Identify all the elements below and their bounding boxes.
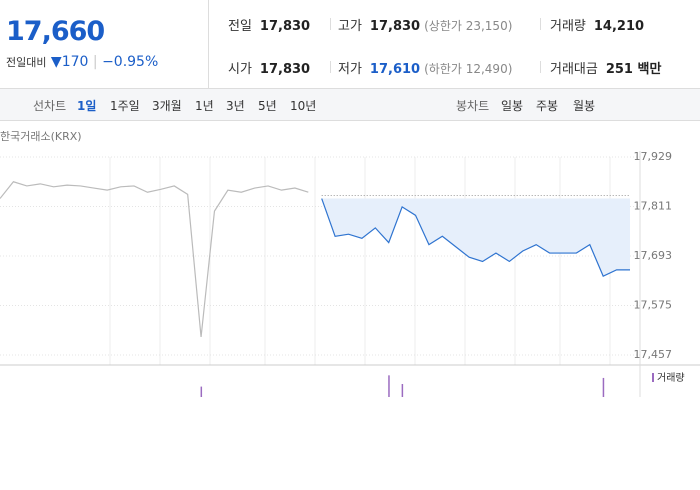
tab-group-label: 선차트	[33, 99, 67, 113]
sep	[330, 18, 331, 30]
y-tick-label: 17,457	[634, 348, 673, 361]
source: 한국거래소(KRX)	[0, 130, 82, 143]
price: 17,660	[6, 16, 105, 47]
chart: 한국거래소(KRX) 17,929 17,811 17,693 17,575 17,45…	[0, 130, 700, 397]
stat-value: 17,830	[259, 62, 311, 77]
area	[321, 198, 630, 277]
tab-bar: 선차트 1일 1주일 3개월 1년 3년 5년 10년 봉차트 일봉 주봉 월봉	[0, 89, 700, 121]
stat-value: 14,210	[593, 19, 645, 34]
tab[interactable]: 주봉	[536, 99, 559, 113]
tab[interactable]: 1일	[77, 99, 97, 113]
y-tick-label: 17,575	[634, 299, 673, 312]
volume-bar	[401, 384, 404, 397]
sep	[330, 61, 331, 73]
tab[interactable]: 10년	[290, 99, 317, 113]
tab[interactable]: 3개월	[152, 99, 182, 113]
legend-label: 거래량	[657, 372, 685, 384]
tab[interactable]: 일봉	[501, 99, 524, 113]
stat: 전일 17,830	[228, 15, 310, 34]
y-tick-label: 17,929	[634, 150, 673, 163]
stat: 거래대금 251 백만	[550, 58, 661, 77]
stat-value: 17,830	[369, 19, 421, 34]
tab[interactable]: 3년	[226, 99, 245, 113]
stat-note: (상한가 23,150)	[424, 19, 513, 33]
volume-bar	[602, 377, 605, 397]
volume-bar	[200, 386, 203, 397]
tab[interactable]: 5년	[258, 99, 277, 113]
summary: 17,660 전일대비 ▼170 | −0.95% 전일 17,830 고가 17,…	[0, 0, 700, 89]
stat-label: 거래대금	[550, 62, 598, 77]
stat: 시가 17,830	[228, 58, 310, 77]
price-box: 17,660 전일대비 ▼170 | −0.95%	[0, 0, 209, 88]
change-rate: −0.95%	[102, 54, 159, 70]
tab[interactable]: 월봉	[573, 99, 596, 113]
change: 전일대비 ▼170 | −0.95%	[6, 54, 159, 70]
stat-label: 저가	[338, 62, 362, 77]
stat: 거래량 14,210	[550, 15, 644, 34]
volume-bar	[388, 375, 390, 397]
stat-label: 고가	[338, 19, 362, 34]
stat-value: 17,830	[259, 19, 311, 34]
change-label: 전일대비	[6, 56, 47, 69]
y-tick-label: 17,811	[634, 200, 673, 213]
stat-value: 251 백만	[605, 62, 662, 77]
sep	[540, 61, 541, 73]
stat: 저가 17,610 (하한가 12,490)	[338, 58, 512, 77]
stat-value: 17,610	[369, 62, 421, 77]
tab[interactable]: 1주일	[110, 99, 140, 113]
price-line	[321, 198, 630, 277]
y-tick-label: 17,693	[634, 249, 673, 262]
stat: 고가 17,830 (상한가 23,150)	[338, 15, 512, 34]
change-value: 170	[61, 54, 89, 70]
stat-label: 시가	[228, 62, 252, 77]
tab-group-label: 봉차트	[456, 99, 490, 113]
tab[interactable]: 1년	[195, 99, 214, 113]
sep	[540, 18, 541, 30]
legend-swatch	[652, 373, 654, 382]
stat-label: 전일	[228, 19, 252, 34]
stat-label: 거래량	[550, 19, 586, 34]
stat-note: (하한가 12,490)	[424, 62, 513, 76]
price-line	[0, 181, 309, 338]
